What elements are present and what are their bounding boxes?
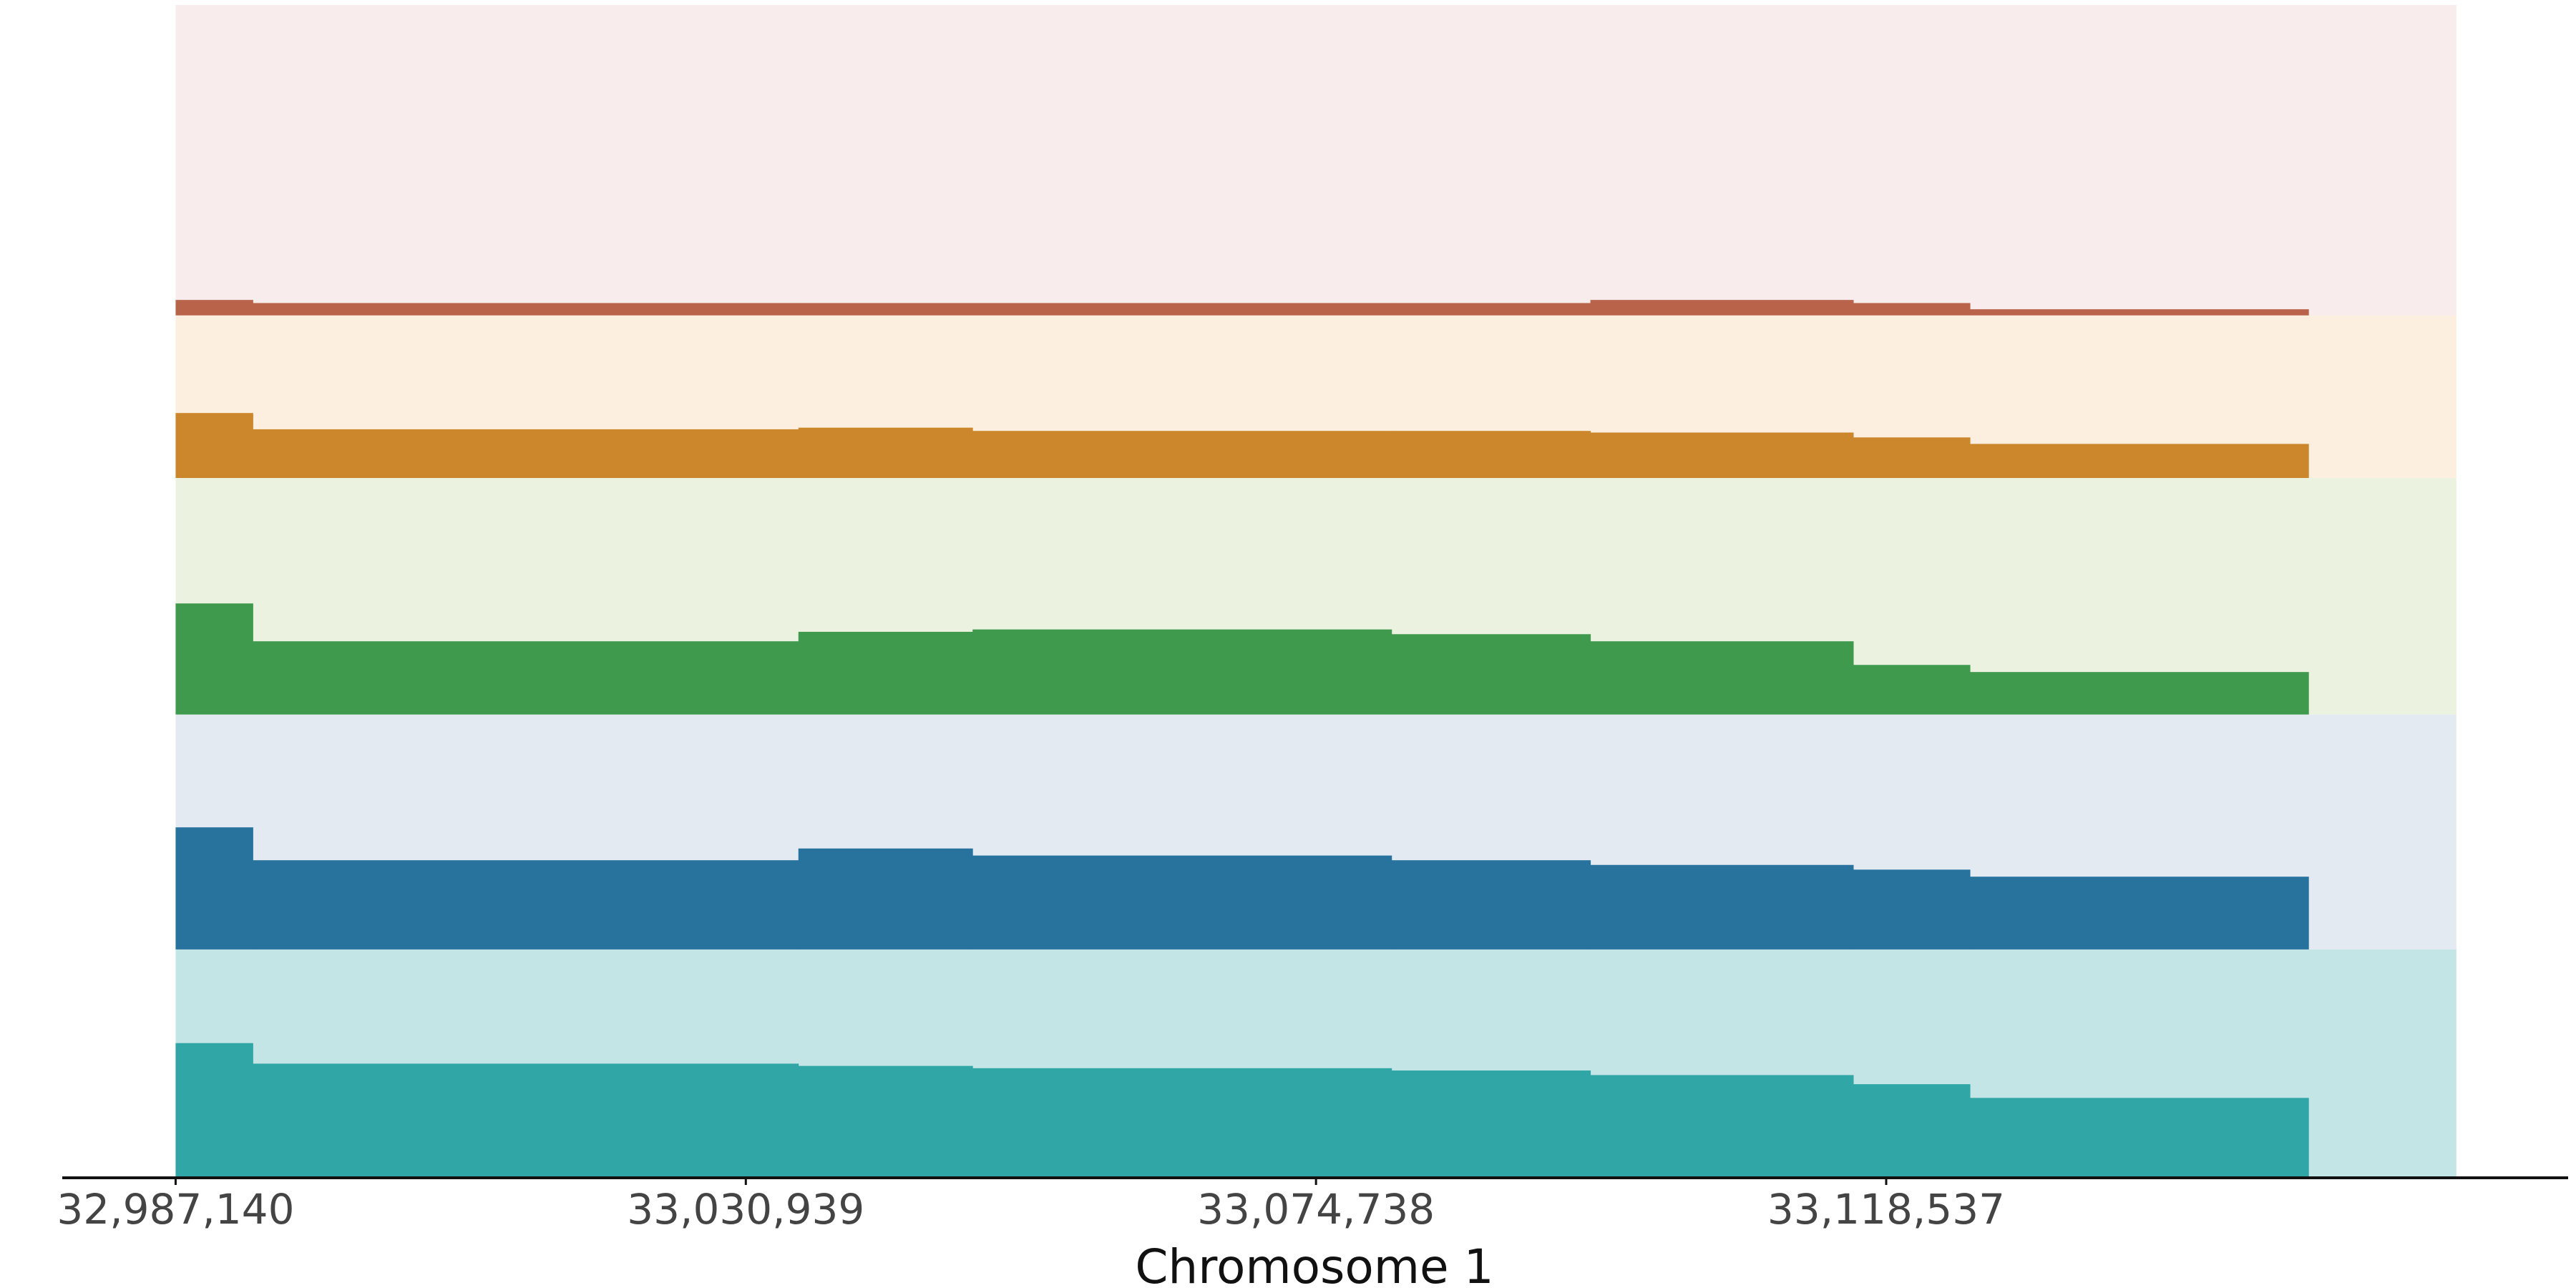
coverage-block	[253, 303, 799, 316]
track-background	[175, 5, 2457, 316]
coverage-block	[1391, 303, 1591, 316]
x-tick-label: 33,074,738	[1197, 1185, 1435, 1234]
coverage-block	[1590, 432, 1854, 479]
coverage-block	[798, 1065, 973, 1178]
coverage-block	[972, 1068, 1392, 1178]
coverage-block	[798, 848, 973, 950]
coverage-block	[972, 431, 1392, 479]
coverage-block	[175, 300, 253, 316]
coverage-block	[1853, 303, 1971, 316]
coverage-block	[1970, 444, 2309, 479]
coverage-block	[1853, 437, 1971, 479]
coverage-block	[1590, 641, 1854, 715]
coverage-block	[253, 641, 799, 715]
coverage-block	[798, 631, 973, 715]
coverage-block	[1391, 431, 1591, 479]
coverage-block	[175, 603, 253, 715]
coverage-block	[1391, 634, 1591, 715]
coverage-block	[1590, 1075, 1854, 1178]
coverage-block	[175, 827, 253, 950]
coverage-block	[253, 429, 799, 479]
coverage-block	[1391, 860, 1591, 950]
coverage-block	[972, 303, 1392, 316]
coverage-block	[1853, 1084, 1971, 1178]
coverage-block	[1970, 309, 2309, 316]
coverage-block	[1391, 1070, 1591, 1178]
coverage-block	[972, 629, 1392, 715]
x-axis-label: Chromosome 1	[1135, 1239, 1493, 1288]
coverage-block	[1853, 665, 1971, 715]
x-tick-label: 33,118,537	[1767, 1185, 2005, 1234]
x-tick-label: 33,030,939	[627, 1185, 864, 1234]
coverage-block	[175, 1043, 253, 1178]
coverage-block	[798, 427, 973, 479]
coverage-block	[1970, 672, 2309, 715]
coverage-block	[1970, 1098, 2309, 1178]
coverage-block	[175, 413, 253, 479]
coverage-block	[1590, 300, 1854, 316]
coverage-block	[1590, 864, 1854, 950]
coverage-block	[798, 303, 973, 316]
coverage-block	[1970, 877, 2309, 950]
coverage-block	[1853, 869, 1971, 950]
x-tick-label: 32,987,140	[57, 1185, 294, 1234]
coverage-block	[972, 855, 1392, 950]
coverage-block	[253, 1063, 799, 1178]
coverage-block	[253, 860, 799, 950]
